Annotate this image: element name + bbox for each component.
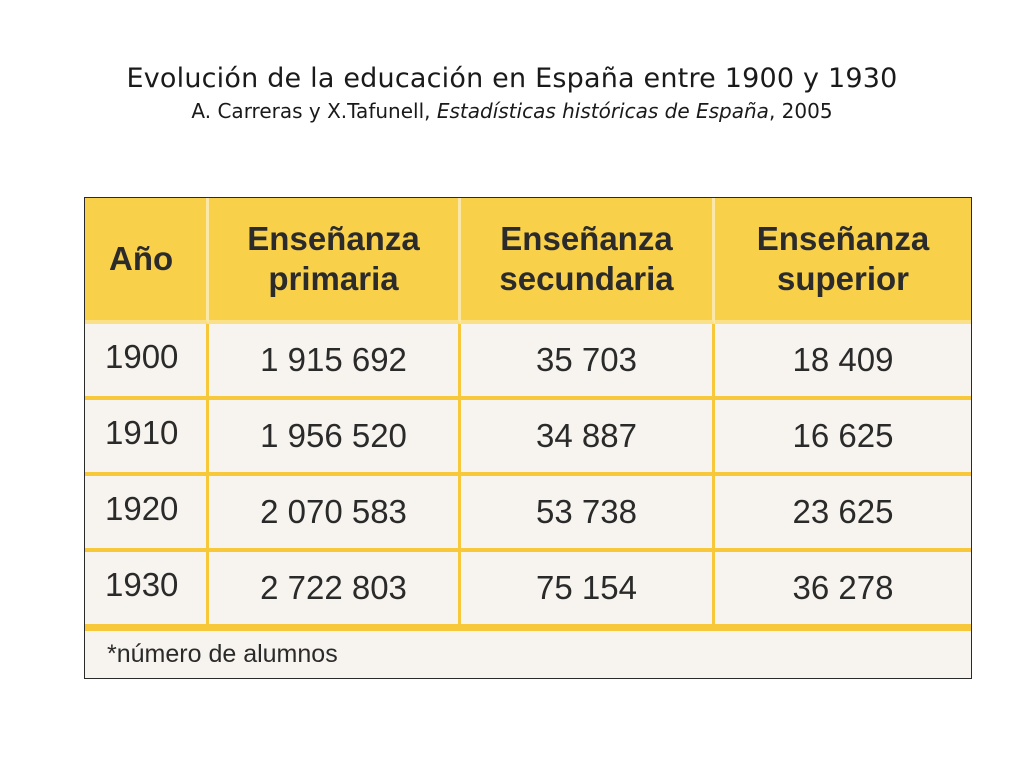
header-primaria-line1: Enseñanza [247,220,420,257]
cell-secundaria: 35 703 [461,324,715,400]
header-superior-line2: superior [776,260,910,297]
cell-primaria: 1 956 520 [209,400,461,476]
table-row: 1910 1 956 520 34 887 16 625 [85,400,971,476]
cell-primaria: 2 070 583 [209,476,461,552]
header-secundaria: Enseñanza secundaria [461,198,715,324]
cell-superior: 18 409 [715,324,971,400]
education-table-frame: Año Enseñanza primaria Enseñanza secunda… [84,197,972,679]
cell-secundaria: 75 154 [461,552,715,628]
header-primaria: Enseñanza primaria [209,198,461,324]
cell-year: 1930 [85,552,209,628]
header-secundaria-line1: Enseñanza [500,220,673,257]
cell-year: 1900 [85,324,209,400]
header-year: Año [85,198,209,324]
cell-secundaria: 34 887 [461,400,715,476]
slide-title-block: Evolución de la educación en España entr… [0,62,1024,124]
table-row: 1920 2 070 583 53 738 23 625 [85,476,971,552]
cell-superior: 16 625 [715,400,971,476]
subtitle-year: , 2005 [768,99,833,123]
slide-title: Evolución de la educación en España entr… [126,63,898,94]
slide-subtitle: A. Carreras y X.Tafunell, Estadísticas h… [0,98,1024,124]
table-row: 1900 1 915 692 35 703 18 409 [85,324,971,400]
header-year-label: Año [109,240,174,277]
cell-superior: 36 278 [715,552,971,628]
cell-superior: 23 625 [715,476,971,552]
cell-year: 1910 [85,400,209,476]
header-superior: Enseñanza superior [715,198,971,324]
cell-secundaria: 53 738 [461,476,715,552]
header-superior-line1: Enseñanza [756,220,930,257]
subtitle-authors: A. Carreras y X.Tafunell, [191,99,437,123]
cell-year: 1920 [85,476,209,552]
table-row: 1930 2 722 803 75 154 36 278 [85,552,971,628]
table-header-row: Año Enseñanza primaria Enseñanza secunda… [85,198,971,324]
subtitle-book-title: Estadísticas históricas de España [436,99,769,123]
table-footnote: *número de alumnos [85,631,971,678]
header-secundaria-line2: secundaria [499,260,674,297]
education-table: Año Enseñanza primaria Enseñanza secunda… [85,198,971,628]
cell-primaria: 2 722 803 [209,552,461,628]
cell-primaria: 1 915 692 [209,324,461,400]
header-primaria-line2: primaria [268,260,399,297]
